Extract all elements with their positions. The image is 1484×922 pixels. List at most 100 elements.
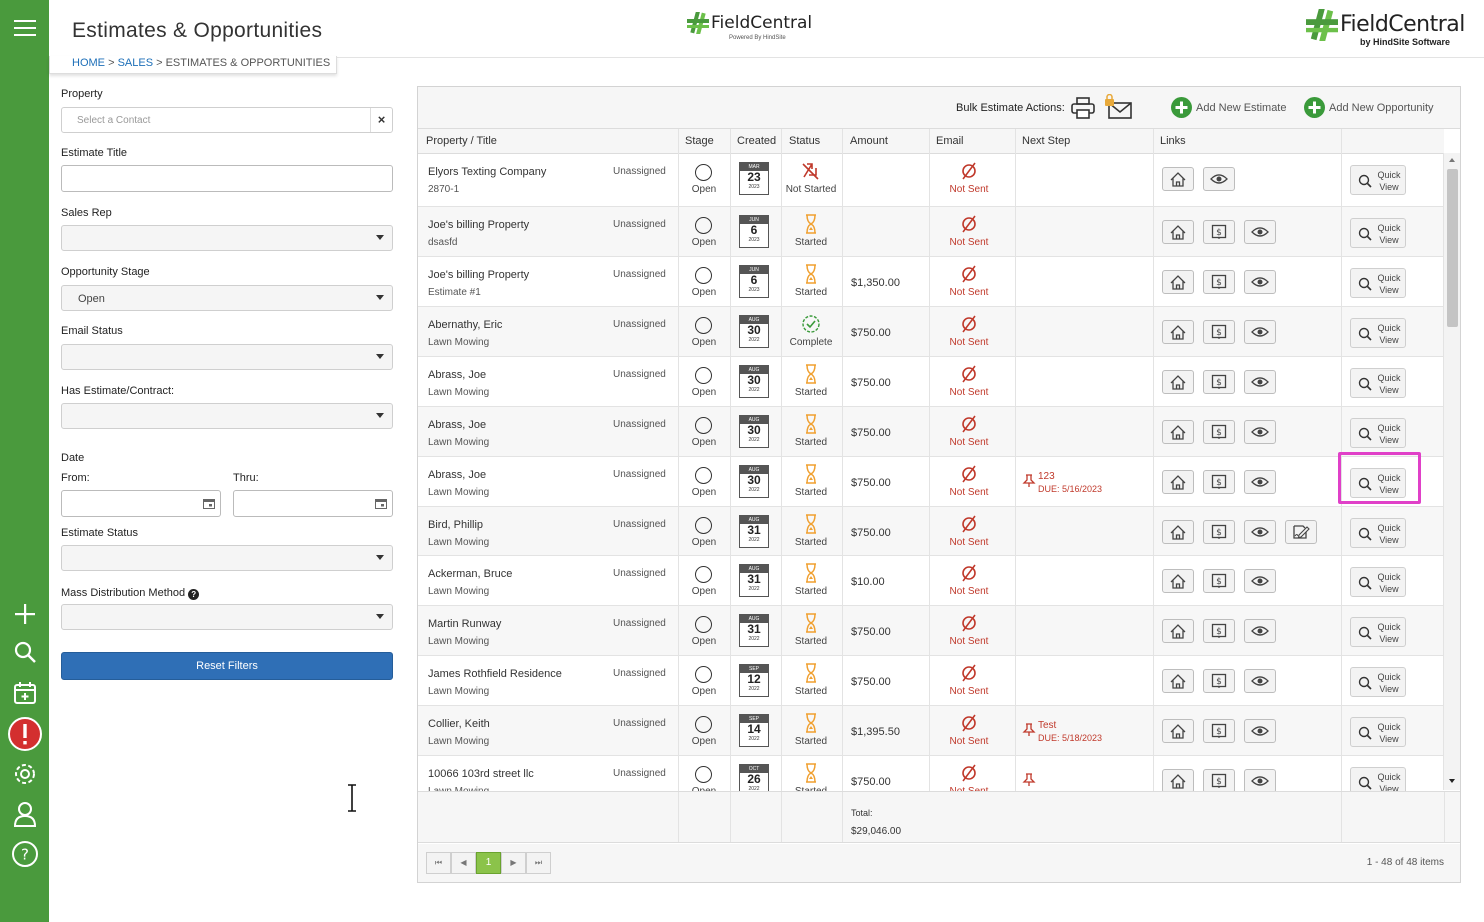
property-link-icon[interactable] (1162, 669, 1194, 693)
stage-circle-icon[interactable] (695, 467, 712, 484)
quick-view-button[interactable]: Quick View (1350, 717, 1406, 747)
pager-first-button[interactable]: ⏮ (426, 852, 451, 874)
table-row[interactable]: Bird, Phillip Lawn Mowing Unassigned Open AU… (418, 507, 1444, 556)
locked-email-icon[interactable] (1104, 93, 1134, 125)
estimate-title-input[interactable] (61, 165, 393, 192)
row-next-step[interactable]: 123 (1038, 471, 1055, 482)
property-link-icon[interactable] (1162, 520, 1194, 544)
scroll-up-icon[interactable] (1449, 158, 1455, 162)
quick-view-button[interactable]: Quick View (1350, 667, 1406, 697)
row-property[interactable]: Collier, Keith (428, 718, 490, 730)
quick-view-button[interactable]: Quick View (1350, 165, 1406, 195)
pager-page-button[interactable]: 1 (476, 852, 501, 874)
invoice-link-icon[interactable]: $ (1203, 220, 1235, 244)
user-icon[interactable] (7, 796, 43, 832)
col-stage[interactable]: Stage (685, 135, 714, 147)
stage-circle-icon[interactable] (695, 566, 712, 583)
col-amount[interactable]: Amount (850, 135, 888, 147)
invoice-link-icon[interactable]: $ (1203, 320, 1235, 344)
invoice-link-icon[interactable]: $ (1203, 520, 1235, 544)
table-row[interactable]: Ackerman, Bruce Lawn Mowing Unassigned Open… (418, 556, 1444, 606)
view-link-icon[interactable] (1244, 719, 1276, 743)
invoice-link-icon[interactable]: $ (1203, 719, 1235, 743)
breadcrumb-home[interactable]: HOME (72, 57, 105, 69)
stage-circle-icon[interactable] (695, 317, 712, 334)
invoice-link-icon[interactable]: $ (1203, 270, 1235, 294)
row-next-step[interactable]: Test (1038, 720, 1057, 731)
property-link-icon[interactable] (1162, 167, 1194, 191)
table-row[interactable]: Collier, Keith Lawn Mowing Unassigned Open S… (418, 706, 1444, 756)
property-link-icon[interactable] (1162, 320, 1194, 344)
property-link-icon[interactable] (1162, 270, 1194, 294)
calendar-add-icon[interactable] (7, 675, 43, 711)
row-property[interactable]: Joe's billing Property (428, 269, 530, 281)
quick-view-button[interactable]: Quick View (1350, 518, 1406, 548)
row-property[interactable]: Abrass, Joe (428, 369, 487, 381)
row-property[interactable]: 10066 103rd street llc (428, 768, 534, 780)
stage-circle-icon[interactable] (695, 217, 712, 234)
col-property-title[interactable]: Property / Title (426, 135, 497, 147)
stage-circle-icon[interactable] (695, 766, 712, 783)
table-row[interactable]: Martin Runway Lawn Mowing Unassigned Open AU… (418, 606, 1444, 656)
quick-view-button[interactable]: Quick View (1350, 767, 1406, 791)
invoice-link-icon[interactable]: $ (1203, 619, 1235, 643)
view-link-icon[interactable] (1244, 220, 1276, 244)
property-link-icon[interactable] (1162, 420, 1194, 444)
col-created[interactable]: Created (737, 135, 777, 147)
property-select[interactable]: Select a Contact × (61, 107, 393, 133)
stage-circle-icon[interactable] (695, 666, 712, 683)
menu-icon[interactable] (7, 10, 43, 46)
view-link-icon[interactable] (1203, 167, 1235, 191)
scrollbar-thumb[interactable] (1447, 169, 1458, 327)
property-link-icon[interactable] (1162, 719, 1194, 743)
row-property[interactable]: Abrass, Joe (428, 419, 487, 431)
calendar-icon[interactable] (370, 491, 392, 516)
clear-icon[interactable]: × (370, 108, 392, 132)
view-link-icon[interactable] (1244, 420, 1276, 444)
stage-circle-icon[interactable] (695, 517, 712, 534)
table-row[interactable]: Abrass, Joe Lawn Mowing Unassigned Open AUG 3… (418, 357, 1444, 407)
stage-circle-icon[interactable] (695, 267, 712, 284)
has-estimate-select[interactable] (61, 403, 393, 429)
search-icon[interactable] (7, 634, 43, 670)
row-property[interactable]: Ackerman, Bruce (428, 568, 513, 580)
calendar-icon[interactable] (198, 491, 220, 516)
row-property[interactable]: Joe's billing Property (428, 219, 530, 231)
breadcrumb-sales[interactable]: SALES (117, 57, 154, 69)
email-status-select[interactable] (61, 344, 393, 370)
view-link-icon[interactable] (1244, 270, 1276, 294)
invoice-link-icon[interactable]: $ (1203, 470, 1235, 494)
col-next-step[interactable]: Next Step (1022, 135, 1071, 147)
add-opportunity-button[interactable]: Add New Opportunity (1304, 97, 1434, 118)
quick-view-button[interactable]: Quick View (1350, 617, 1406, 647)
row-property[interactable]: Bird, Phillip (428, 519, 484, 531)
quick-view-button[interactable]: Quick View (1350, 318, 1406, 348)
table-row[interactable]: Joe's billing Property dsasfd Unassigned Op… (418, 207, 1444, 257)
table-row[interactable]: James Rothfield Residence Lawn Mowing Unas… (418, 656, 1444, 706)
row-property[interactable]: James Rothfield Residence (428, 668, 562, 680)
sales-rep-select[interactable] (61, 225, 393, 251)
estimate-status-select[interactable] (61, 545, 393, 571)
stage-circle-icon[interactable] (695, 417, 712, 434)
stage-circle-icon[interactable] (695, 616, 712, 633)
invoice-link-icon[interactable]: $ (1203, 669, 1235, 693)
view-link-icon[interactable] (1244, 320, 1276, 344)
pin-icon[interactable] (1022, 723, 1036, 737)
scroll-down-icon[interactable] (1449, 779, 1455, 783)
help-icon[interactable]: ? (188, 589, 200, 600)
view-link-icon[interactable] (1244, 619, 1276, 643)
stage-circle-icon[interactable] (695, 716, 712, 733)
col-status[interactable]: Status (789, 135, 821, 147)
help-icon[interactable]: ? (7, 836, 43, 872)
invoice-link-icon[interactable]: $ (1203, 569, 1235, 593)
stage-circle-icon[interactable] (695, 367, 712, 384)
quick-view-button[interactable]: Quick View (1350, 468, 1406, 498)
view-link-icon[interactable] (1244, 569, 1276, 593)
date-thru-input[interactable] (233, 490, 393, 517)
table-row[interactable]: Abernathy, Eric Lawn Mowing Unassigned Open… (418, 307, 1444, 357)
view-link-icon[interactable] (1244, 470, 1276, 494)
reset-filters-button[interactable]: Reset Filters (61, 652, 393, 680)
alert-icon[interactable] (7, 716, 43, 752)
add-icon[interactable] (7, 596, 43, 632)
pin-icon[interactable] (1022, 773, 1036, 787)
